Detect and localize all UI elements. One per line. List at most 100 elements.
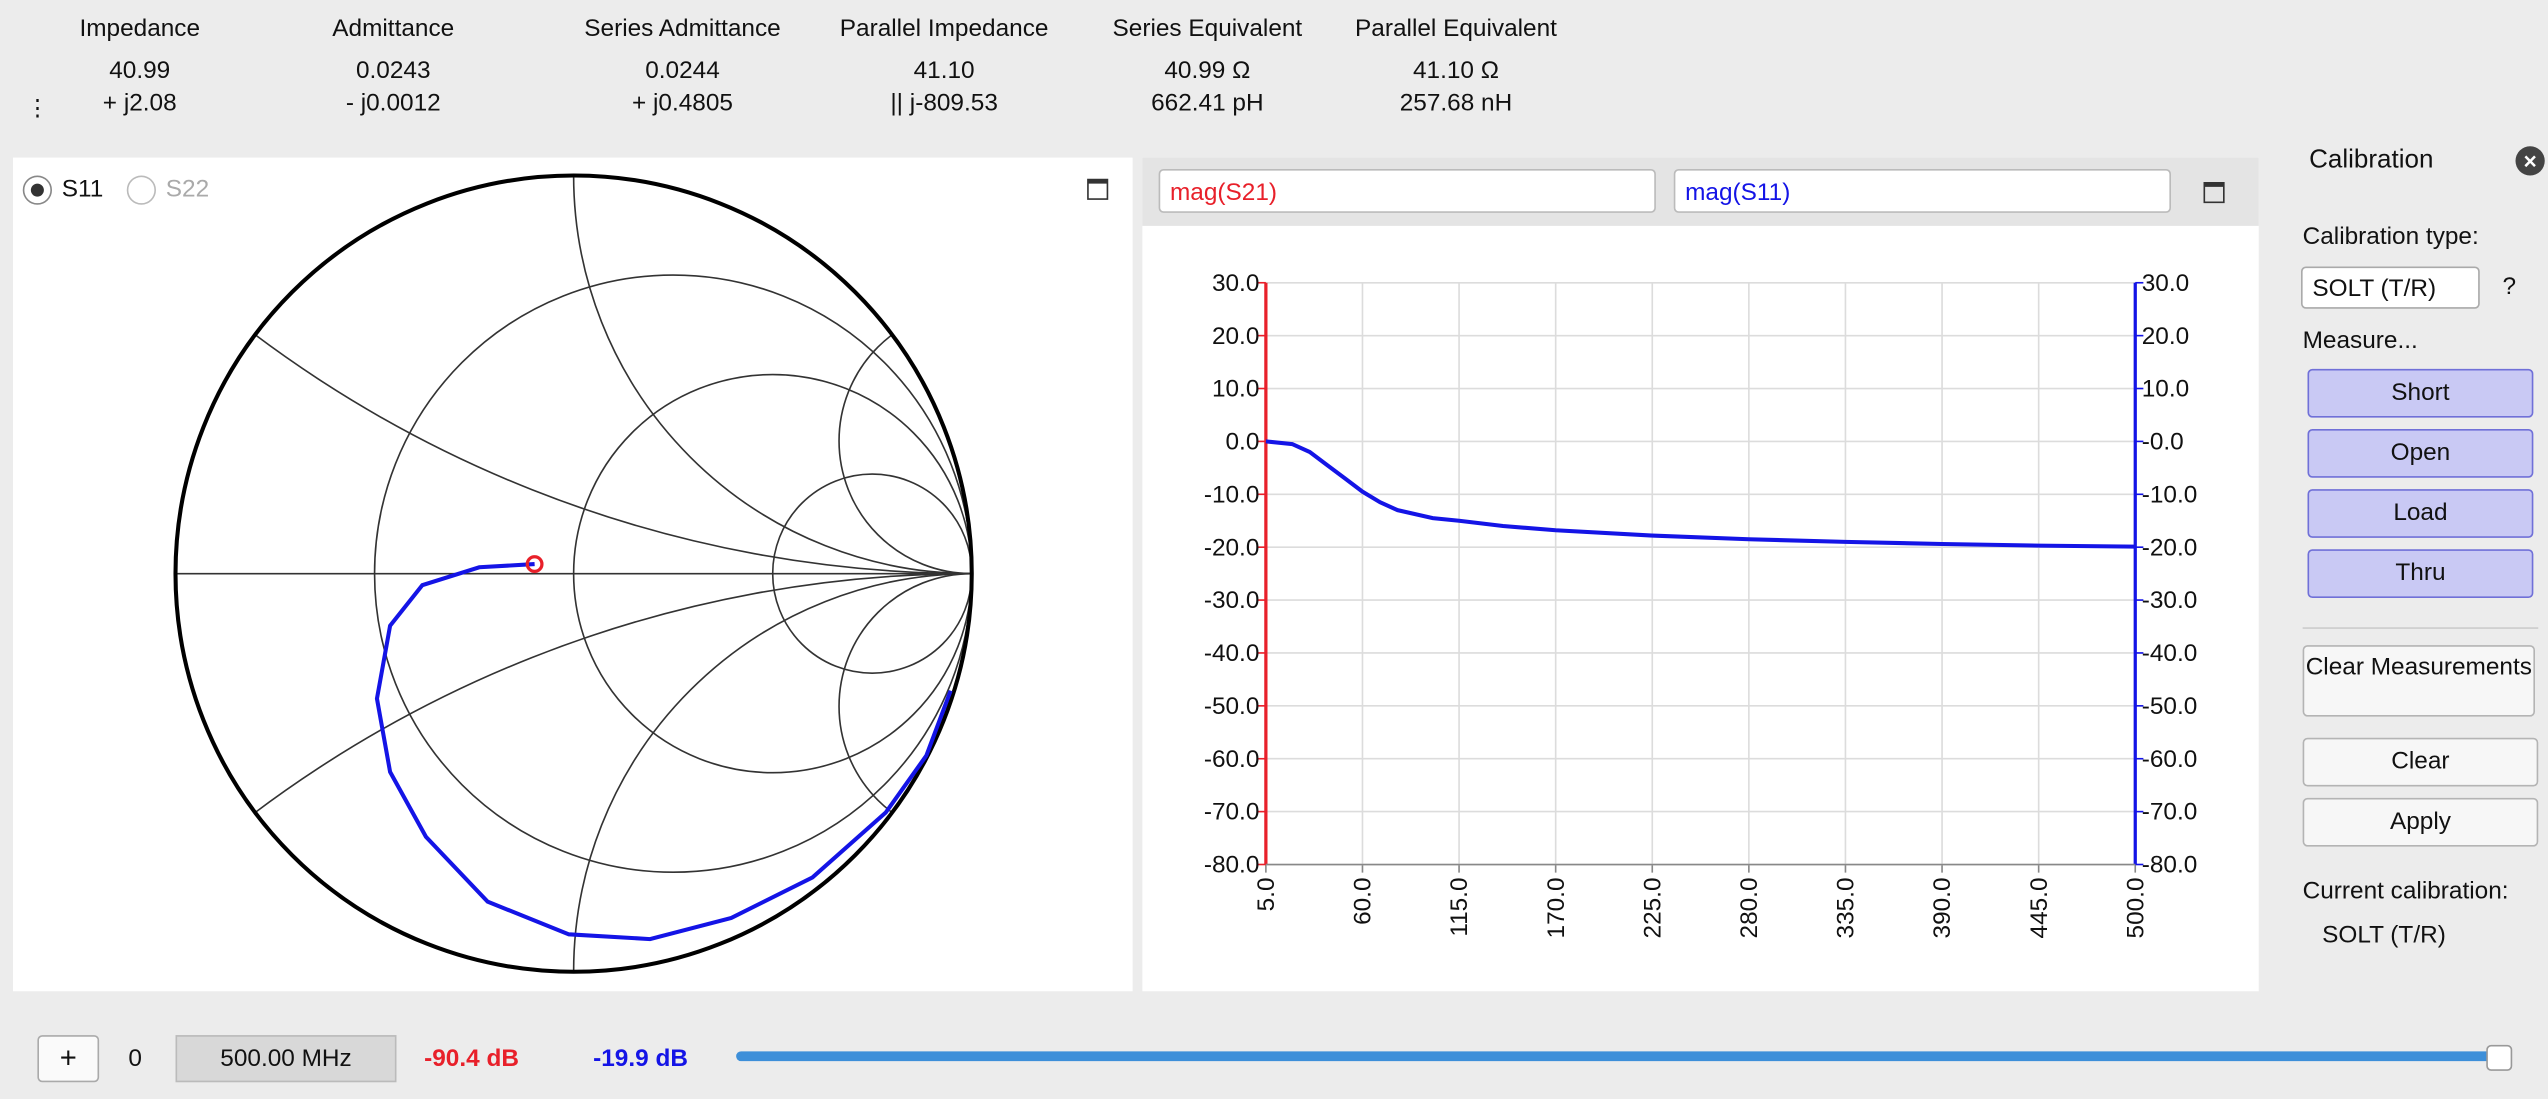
maximize[interactable] xyxy=(1087,178,1109,200)
header-line1: 0.0243 xyxy=(355,56,431,85)
header-line2: 662.41 pH xyxy=(1151,89,1264,117)
marker-s21: -90.4 dB xyxy=(424,1044,519,1073)
x-tick-label: 225.0 xyxy=(1639,878,1666,939)
header-title: Series Equivalent xyxy=(1112,14,1303,43)
x-tick-label: 390.0 xyxy=(1929,878,1956,939)
header-line1: 0.0244 xyxy=(645,56,720,85)
slider-handle[interactable] xyxy=(2486,1044,2513,1071)
port-label: S22 xyxy=(165,175,210,204)
smith-trace xyxy=(374,562,953,942)
header-line1: 41.10 Ω xyxy=(1412,56,1499,85)
column: Admittance 0.0243 - j0.0012 xyxy=(263,13,523,120)
y2-tick-label: 10.0 xyxy=(2142,376,2189,403)
plot: 5.0 60.0 115.0 170.0 225.0 280.0 335.0 390.0 445… xyxy=(1204,270,2198,939)
x-tick-label: 280.0 xyxy=(1736,878,1763,939)
smith-chart xyxy=(173,173,974,974)
header-title: Parallel Equivalent xyxy=(1355,14,1557,43)
help[interactable]: ? xyxy=(2502,273,2517,301)
x-tick-label: 500.0 xyxy=(2122,878,2149,939)
measure-button[interactable]: Open xyxy=(2307,429,2534,478)
button[interactable]: Clear xyxy=(2302,737,2539,787)
label: Measure... xyxy=(2302,326,2418,355)
unit-circle xyxy=(173,173,974,974)
add-marker[interactable]: + xyxy=(37,1035,100,1083)
frequency-slider[interactable] xyxy=(736,1051,2500,1062)
separator xyxy=(2302,627,2539,629)
y2-tick-label: 20.0 xyxy=(2142,323,2189,350)
x-tick-label: 335.0 xyxy=(1833,878,1860,939)
y2-tick-label: -70.0 xyxy=(2142,799,2198,826)
header-line2: 257.68 nH xyxy=(1399,89,1513,117)
header-title: Parallel Impedance xyxy=(839,14,1049,43)
marker-index: 0 xyxy=(128,1044,142,1073)
close-button[interactable]: × xyxy=(2515,146,2545,176)
y-tick-label: -40.0 xyxy=(1204,640,1260,667)
maximize[interactable] xyxy=(2203,182,2225,204)
y-tick-label: -60.0 xyxy=(1204,746,1260,773)
y2-tick-label: -30.0 xyxy=(2142,587,2198,614)
y-tick-label: -50.0 xyxy=(1204,693,1260,720)
panel-title: Calibration xyxy=(2309,146,2434,174)
column: Series Equivalent 40.99 Ω 662.41 pH xyxy=(1077,13,1337,120)
column: Series Admittance 0.0244 + j0.4805 xyxy=(553,13,813,120)
header-title: Series Admittance xyxy=(584,14,781,43)
x-tick-label: 170.0 xyxy=(1543,878,1570,939)
column: Parallel Impedance 41.10 || j-809.53 xyxy=(814,13,1074,120)
smith-marker xyxy=(525,555,544,574)
series-line xyxy=(1265,439,2136,549)
x-tick-label: 5.0 xyxy=(1253,878,1280,912)
header-line2: + j2.08 xyxy=(102,89,177,117)
calibration-type-select[interactable]: SOLT (T/R) xyxy=(2301,266,2480,309)
y2-tick-label: -40.0 xyxy=(2142,640,2198,667)
header-line2: || j-809.53 xyxy=(890,89,998,117)
y-tick-label: -10.0 xyxy=(1204,481,1260,508)
radio-s11[interactable] xyxy=(22,175,52,205)
header-title: Impedance xyxy=(79,14,201,43)
radio-s22[interactable] xyxy=(126,175,156,205)
port-label: S11 xyxy=(61,175,104,204)
header-line1: 40.99 Ω xyxy=(1164,56,1251,85)
x-tick-label: 115.0 xyxy=(1446,878,1473,937)
header-line1: 40.99 xyxy=(109,56,171,85)
measure-button[interactable]: Short xyxy=(2307,368,2534,418)
header-line1: 41.10 xyxy=(913,56,975,85)
y2-tick-label: -60.0 xyxy=(2142,746,2198,773)
header-line2: - j0.0012 xyxy=(345,89,441,117)
y2-tick-label: -50.0 xyxy=(2142,693,2198,720)
x-tick-label: 445.0 xyxy=(2026,878,2053,939)
handle: ⋮ xyxy=(26,94,49,121)
y-tick-label: -70.0 xyxy=(1204,799,1260,826)
y2-tick-label: -20.0 xyxy=(2142,534,2198,561)
y-tick-label: 30.0 xyxy=(1212,270,1259,297)
select-value: SOLT (T/R) xyxy=(2312,274,2437,303)
marker-s11: -19.9 dB xyxy=(593,1044,688,1073)
y-tick-label: 10.0 xyxy=(1212,376,1259,403)
marker-frequency[interactable]: 500.00 MHz xyxy=(175,1035,397,1083)
y2-tick-label: -0.0 xyxy=(2142,429,2184,456)
value: SOLT (T/R) xyxy=(2322,921,2446,949)
y2-tick-label: -80.0 xyxy=(2142,852,2198,879)
trace-select[interactable]: mag(S11) xyxy=(1673,169,2171,213)
column: Parallel Equivalent 41.10 Ω 257.68 nH xyxy=(1326,13,1586,120)
y-tick-label: 0.0 xyxy=(1226,429,1260,456)
label: Calibration type: xyxy=(2302,222,2479,251)
y-tick-label: -20.0 xyxy=(1204,534,1260,561)
y2-tick-label: -10.0 xyxy=(2142,481,2198,508)
column: Impedance 40.99 + j2.08 xyxy=(10,13,270,120)
x-tick-label: 60.0 xyxy=(1350,878,1377,925)
y-tick-label: -30.0 xyxy=(1204,587,1260,614)
y2-tick-label: 30.0 xyxy=(2142,270,2189,297)
button[interactable]: Clear Measurements xyxy=(2302,645,2535,717)
trace-select[interactable]: mag(S21) xyxy=(1158,169,1656,213)
label: Current calibration: xyxy=(2302,877,2509,906)
plot-panel xyxy=(1142,157,2259,992)
measure-button[interactable]: Thru xyxy=(2307,549,2534,598)
y-tick-label: 20.0 xyxy=(1212,323,1259,350)
header-line2: + j0.4805 xyxy=(631,89,733,117)
measure-button[interactable]: Load xyxy=(2307,489,2534,538)
button[interactable]: Apply xyxy=(2302,797,2539,847)
header-title: Admittance xyxy=(332,14,455,43)
y-tick-label: -80.0 xyxy=(1204,852,1260,879)
